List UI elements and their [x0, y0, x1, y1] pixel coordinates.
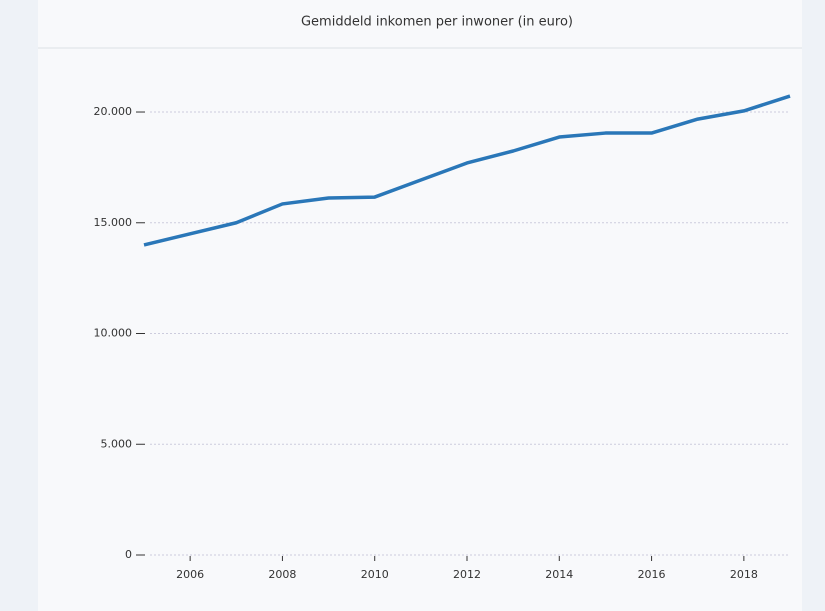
chart-title: Gemiddeld inkomen per inwoner (in euro) — [301, 15, 573, 30]
x-tick-label: 2014 — [545, 568, 573, 581]
x-tick-label: 2006 — [176, 568, 204, 581]
x-tick-label: 2010 — [361, 568, 389, 581]
x-tick-label: 2012 — [453, 568, 481, 581]
x-tick-label: 2018 — [730, 568, 758, 581]
x-tick-label: 2008 — [268, 568, 296, 581]
x-tick-label: 2016 — [638, 568, 666, 581]
panel — [38, 0, 802, 611]
y-tick-label: 0 — [125, 548, 132, 561]
line — [143, 94, 791, 247]
y-tick-label: 5.000 — [101, 437, 133, 450]
y-tick-label: 15.000 — [94, 216, 133, 229]
y-tick-label: 20.000 — [94, 105, 133, 118]
y-tick-label: 10.000 — [94, 327, 133, 340]
